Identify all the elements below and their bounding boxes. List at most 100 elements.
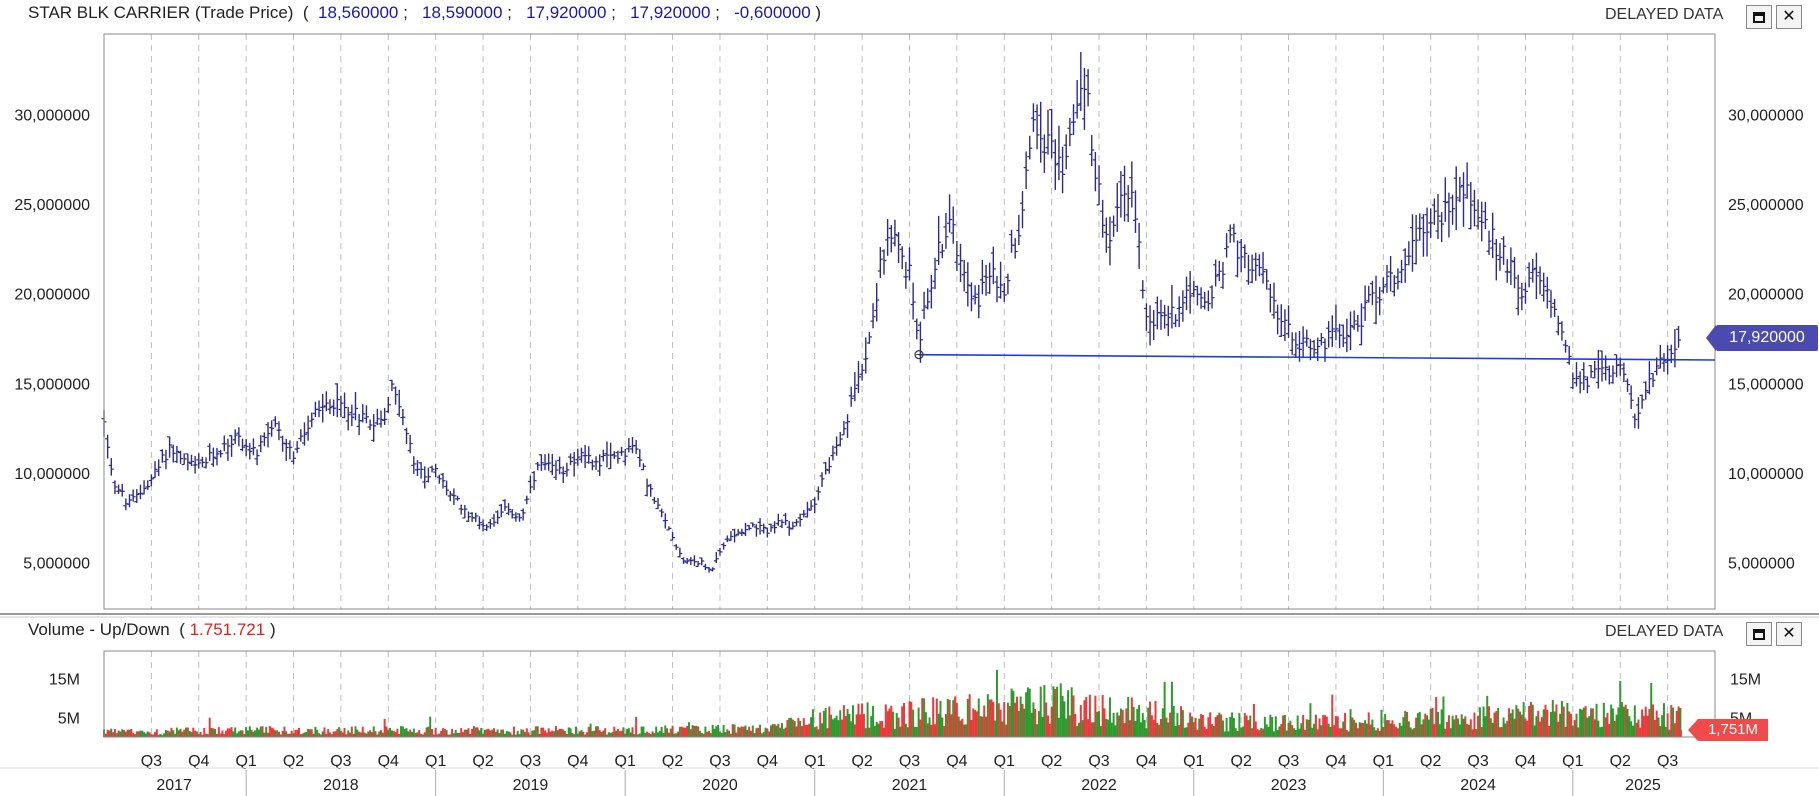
volume-bar-up [480, 727, 483, 737]
volume-bar-up [1329, 726, 1332, 737]
volume-bar-down [509, 732, 512, 737]
volume-bar-up [1110, 722, 1113, 737]
volume-bar-down [859, 714, 862, 737]
volume-bar-up [658, 730, 661, 737]
volume-bar-down [1034, 708, 1037, 737]
volume-bar-up [622, 727, 625, 737]
volume-bar-up [1065, 718, 1068, 737]
volume-bar-up [1001, 721, 1004, 737]
volume-bar-down [1544, 704, 1547, 737]
volume-bar-down [135, 731, 138, 737]
volume-bar-up [850, 721, 853, 737]
volume-bar-up [1028, 688, 1031, 737]
x-tick-quarter: Q1 [425, 753, 446, 770]
volume-bar-down [361, 726, 364, 737]
volume-bar-up [420, 733, 423, 737]
volume-bar-up [1063, 701, 1066, 737]
volume-bar-down [370, 732, 373, 737]
trend-line [918, 353, 1716, 361]
volume-bar-up [1579, 708, 1582, 737]
volume-bar-down [1251, 728, 1254, 737]
volume-bar-up [201, 734, 204, 737]
volume-bar-down [434, 727, 437, 737]
volume-bar-down [881, 721, 884, 737]
volume-bar-up [1679, 707, 1682, 737]
volume-bar-up [981, 716, 984, 737]
volume-bar-down [427, 726, 430, 737]
volume-bar-up [234, 727, 237, 737]
volume-bar-down [290, 730, 293, 737]
volume-bar-up [957, 716, 960, 737]
volume-bar-down [1584, 706, 1587, 737]
volume-bar-up [609, 733, 612, 737]
volume-bar-up [1274, 716, 1277, 737]
volume-bar-down [884, 704, 887, 737]
volume-bar-up [507, 731, 510, 737]
volume-bar-down [219, 733, 222, 737]
volume-bar-down [1344, 712, 1347, 737]
volume-bar-up [915, 727, 918, 737]
volume-bar-down [777, 723, 780, 737]
volume-bar-down [1477, 715, 1480, 737]
volume-bar-down [551, 730, 554, 737]
price-close-button[interactable]: ✕ [1776, 5, 1802, 29]
volume-bar-down [944, 714, 947, 737]
price-maximize-button[interactable] [1746, 5, 1772, 29]
volume-bar-down [1568, 711, 1571, 737]
volume-bar-up [1426, 715, 1429, 737]
volume-bar-down [618, 731, 621, 737]
volume-bar-down [1254, 721, 1257, 737]
volume-bar-down [620, 730, 623, 737]
maximize-icon [1753, 628, 1765, 640]
volume-bar-up [644, 732, 647, 737]
volume-close-button[interactable]: ✕ [1776, 622, 1802, 646]
volume-bar-down [451, 728, 454, 737]
volume-bar-up [356, 729, 359, 737]
volume-bar-down [950, 714, 953, 737]
volume-bar-down [635, 716, 638, 737]
volume-bar-down [206, 734, 209, 737]
volume-maximize-button[interactable] [1746, 622, 1772, 646]
volume-bar-down [979, 716, 982, 737]
volume-bar-down [1094, 695, 1097, 737]
volume-bar-up [626, 729, 629, 737]
ohlc-high: 18,590000 [422, 3, 503, 22]
volume-bar-up [640, 726, 643, 737]
volume-bar-down [359, 732, 362, 737]
volume-bar-down [301, 733, 304, 737]
volume-bar-down [181, 731, 184, 737]
volume-bar-down [203, 727, 206, 737]
volume-bar-up [711, 725, 714, 737]
volume-bar-up [835, 715, 838, 737]
volume-bar-down [1074, 713, 1077, 737]
volume-bar-up [1531, 704, 1534, 737]
volume-bar-down [757, 727, 760, 737]
volume-bar-down [1362, 723, 1365, 737]
volume-bar-down [749, 730, 752, 737]
volume-bar-down [469, 733, 472, 737]
volume-bar-up [536, 726, 539, 737]
volume-bar-up [913, 726, 916, 737]
volume-bar-down [1508, 708, 1511, 737]
volume-bar-down [1243, 713, 1246, 737]
volume-bar-down [1262, 728, 1265, 737]
volume-bar-up [407, 731, 410, 737]
volume-bar-up [595, 726, 598, 737]
volume-bar-up [139, 730, 142, 737]
volume-y-tick-left: 15M [49, 671, 80, 688]
volume-bar-down [1287, 723, 1290, 737]
volume-bar-down [297, 727, 300, 737]
volume-bar-up [839, 710, 842, 737]
x-tick-quarter: Q3 [709, 753, 730, 770]
volume-bar-down [1252, 704, 1255, 737]
volume-bar-down [1256, 729, 1259, 737]
volume-bar-down [1340, 728, 1343, 737]
volume-bar-up [1389, 723, 1392, 737]
volume-bar-up [1551, 699, 1554, 737]
volume-bar-up [1617, 707, 1620, 737]
volume-bar-up [1478, 707, 1481, 737]
volume-bar-up [722, 724, 725, 737]
volume-bar-down [786, 720, 789, 737]
volume-bar-up [1416, 713, 1419, 737]
